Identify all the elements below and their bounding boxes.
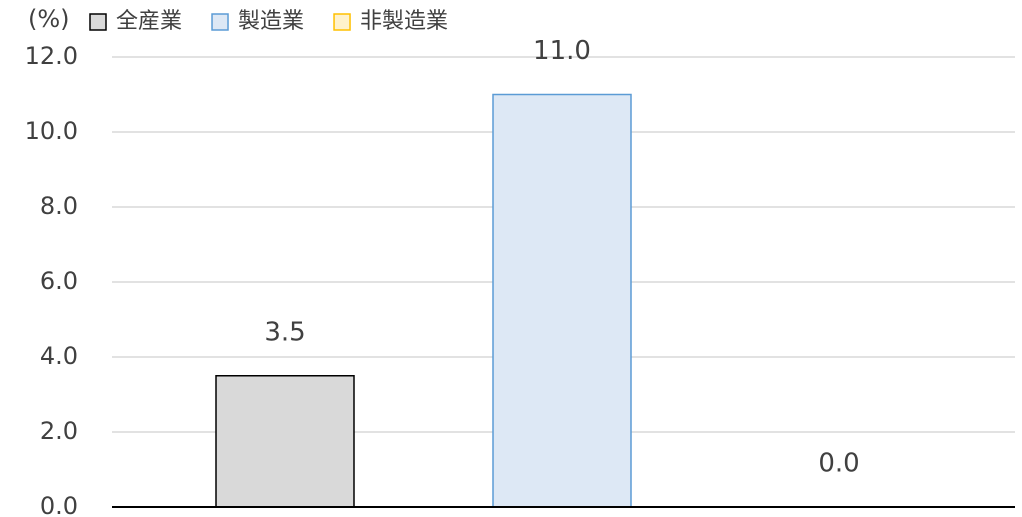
- legend-label: 非製造業: [360, 9, 448, 34]
- y-tick-label: 4.0: [40, 342, 78, 370]
- legend-label: 製造業: [238, 9, 304, 34]
- y-tick-label: 10.0: [25, 117, 78, 145]
- y-axis-label: (%): [28, 5, 70, 33]
- bar: [215, 375, 355, 508]
- data-label: 0.0: [818, 449, 859, 479]
- legend-label: 全産業: [116, 9, 182, 34]
- y-tick-label: 2.0: [40, 417, 78, 445]
- bar: [492, 93, 632, 508]
- y-tick-label: 0.0: [40, 492, 78, 517]
- y-tick-label: 12.0: [25, 42, 78, 70]
- legend-swatch: [89, 13, 107, 31]
- data-label: 11.0: [533, 36, 591, 66]
- y-tick-label: 8.0: [40, 192, 78, 220]
- y-tick-label: 6.0: [40, 267, 78, 295]
- data-label: 3.5: [264, 317, 305, 347]
- legend-swatch: [211, 13, 229, 31]
- legend-swatch: [333, 13, 351, 31]
